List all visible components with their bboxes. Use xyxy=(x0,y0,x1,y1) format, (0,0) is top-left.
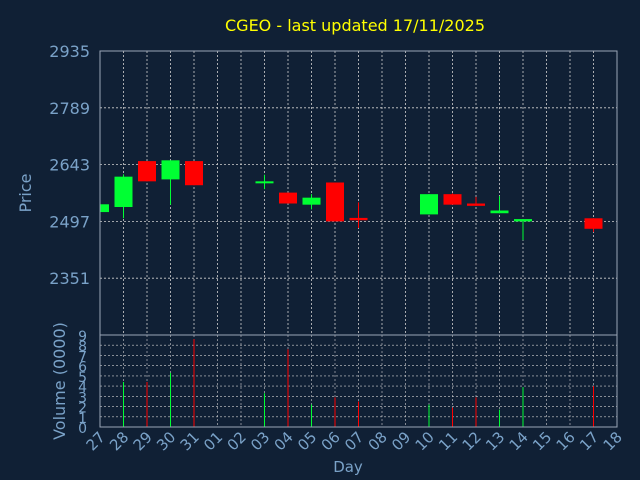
volume-tick-label: 7 xyxy=(78,349,87,365)
day-axis-label: Day xyxy=(333,458,363,476)
candle-body xyxy=(302,197,321,205)
day-tick-label: 05 xyxy=(294,428,320,454)
day-tick-label: 16 xyxy=(553,428,579,454)
day-tick-label: 10 xyxy=(412,428,438,454)
day-tick-label: 12 xyxy=(459,428,485,454)
day-tick-label: 14 xyxy=(506,428,532,454)
candle-body xyxy=(349,217,368,221)
day-tick-label: 09 xyxy=(388,428,414,454)
candle xyxy=(302,194,321,210)
price-tick-label: 2789 xyxy=(49,99,90,118)
volume-tick-label: 0 xyxy=(78,421,87,437)
candle xyxy=(420,194,438,215)
volume-axis-label: Volume (0000) xyxy=(50,322,69,440)
day-tick-label: 17 xyxy=(576,428,602,454)
candle-body xyxy=(161,160,180,180)
candle xyxy=(349,202,368,229)
day-tick-label: 06 xyxy=(318,428,344,454)
candle xyxy=(138,161,156,182)
volume-tick-label: 4 xyxy=(78,380,87,396)
price-candles xyxy=(99,160,603,241)
volume-tick-label: 5 xyxy=(78,370,87,386)
price-y-ticks: 2935 2789 2643 2497 2351 xyxy=(49,42,90,288)
day-tick-label: 30 xyxy=(153,428,179,454)
volume-tick-label: 8 xyxy=(78,339,87,355)
candle xyxy=(584,218,603,232)
candle xyxy=(279,192,297,204)
volume-tick-label: 6 xyxy=(78,360,87,376)
candle-body xyxy=(138,161,156,182)
volume-tick-label: 3 xyxy=(78,390,87,406)
candle-body xyxy=(255,181,274,184)
day-tick-label: 04 xyxy=(271,428,297,454)
candle xyxy=(443,193,462,205)
candle-body xyxy=(279,192,297,204)
day-tick-label: 31 xyxy=(177,428,203,454)
candle xyxy=(490,196,509,214)
candle xyxy=(255,174,274,190)
day-tick-label: 08 xyxy=(365,428,391,454)
candle-body xyxy=(100,204,109,213)
candle xyxy=(467,196,485,206)
day-tick-label: 29 xyxy=(130,428,156,454)
price-tick-label: 2497 xyxy=(49,212,90,231)
candle xyxy=(114,174,133,219)
price-tick-label: 2643 xyxy=(49,156,90,175)
candle-body xyxy=(420,194,438,215)
volume-plot-frame xyxy=(99,334,618,428)
candle-body xyxy=(490,210,509,214)
day-tick-label: 02 xyxy=(224,428,250,454)
volume-tick-label: 1 xyxy=(78,411,87,427)
candle-body xyxy=(326,182,344,222)
price-axis-label: Price xyxy=(16,173,35,212)
price-tick-label: 2351 xyxy=(49,269,90,288)
volume-tick-label: 9 xyxy=(78,329,87,345)
candle xyxy=(514,219,532,241)
candle-body xyxy=(467,203,485,206)
candle-body xyxy=(185,161,203,186)
candle-body xyxy=(584,218,603,229)
day-tick-label: 28 xyxy=(106,428,132,454)
day-tick-label: 01 xyxy=(200,428,226,454)
day-tick-label: 18 xyxy=(600,428,626,454)
candle xyxy=(161,160,180,205)
day-x-ticks: 2728293031010203040506070809101112131415… xyxy=(83,428,626,454)
volume-bars xyxy=(123,339,594,427)
candle xyxy=(326,182,344,222)
candle-body xyxy=(514,219,532,222)
day-tick-label: 03 xyxy=(247,428,273,454)
candle-body xyxy=(443,194,462,205)
chart-title: CGEO - last updated 17/11/2025 xyxy=(225,16,485,35)
candle-body xyxy=(114,176,133,208)
volume-tick-label: 2 xyxy=(78,401,87,417)
day-tick-label: 07 xyxy=(341,428,367,454)
price-gridlines xyxy=(100,50,617,335)
candle xyxy=(99,204,109,213)
candle xyxy=(185,161,203,186)
day-tick-label: 13 xyxy=(482,428,508,454)
price-tick-label: 2935 xyxy=(49,42,90,61)
day-tick-label: 15 xyxy=(529,428,555,454)
day-tick-label: 11 xyxy=(435,428,461,454)
